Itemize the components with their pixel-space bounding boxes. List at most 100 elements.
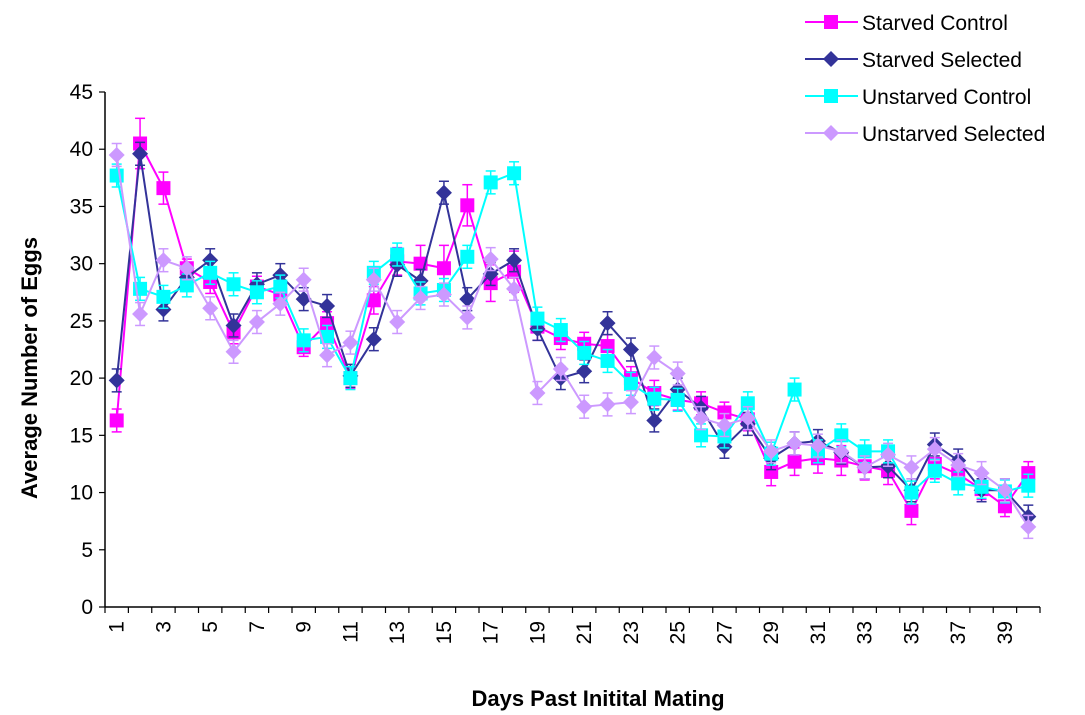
x-tick-label: 11	[339, 621, 362, 643]
x-tick-label: 33	[854, 621, 877, 644]
data-point	[295, 271, 312, 288]
data-point	[647, 391, 662, 406]
data-point	[342, 334, 359, 351]
data-point	[225, 317, 242, 334]
x-tick-label: 35	[900, 621, 923, 644]
x-tick-label: 9	[293, 621, 316, 633]
data-point	[156, 289, 171, 304]
data-point	[248, 314, 265, 331]
data-point	[459, 291, 476, 308]
data-point	[646, 412, 663, 429]
data-point	[530, 311, 545, 326]
data-point	[108, 372, 125, 389]
x-tick-label: 29	[760, 621, 783, 644]
data-point	[646, 349, 663, 366]
legend-marker	[823, 125, 839, 141]
data-point	[834, 428, 849, 443]
data-point	[482, 251, 499, 268]
data-point	[155, 252, 172, 269]
data-point	[156, 181, 171, 196]
data-point	[622, 341, 639, 358]
data-point	[623, 376, 638, 391]
y-tick-label: 20	[70, 367, 93, 390]
legend-marker	[823, 51, 839, 67]
legend-item: Unstarved Control	[805, 86, 1031, 109]
data-point	[903, 459, 920, 476]
data-point	[669, 365, 686, 382]
data-point	[435, 286, 452, 303]
data-point	[155, 301, 172, 318]
x-tick-label: 7	[246, 621, 269, 633]
x-tick-label: 1	[106, 621, 129, 633]
x-tick-label: 13	[386, 621, 409, 644]
data-point	[974, 479, 989, 494]
data-point	[809, 437, 826, 454]
data-point	[389, 314, 406, 331]
x-tick-label: 25	[667, 621, 690, 644]
data-point	[272, 295, 289, 312]
plot-area	[108, 117, 1037, 540]
data-point	[950, 457, 967, 474]
legend-item: Unstarved Selected	[805, 123, 1045, 146]
data-point	[576, 363, 593, 380]
data-point	[320, 329, 335, 344]
data-point	[319, 298, 336, 315]
legend-item: Starved Selected	[805, 49, 1022, 72]
data-point	[390, 247, 405, 262]
legend-item: Starved Control	[805, 12, 1008, 35]
series-line	[115, 171, 1029, 495]
data-point	[179, 278, 194, 293]
data-point	[787, 382, 802, 397]
data-point	[927, 463, 942, 478]
x-axis-ticks: 1 3 5 7 9 11 13 15 17 19 21 23 25 27 29 31 33 35 37 39	[104, 607, 1041, 644]
data-point	[109, 413, 124, 428]
y-tick-label: 25	[70, 310, 93, 333]
chart-axes	[104, 92, 1040, 608]
x-tick-label: 15	[433, 621, 456, 644]
data-point	[600, 353, 615, 368]
x-tick-label: 21	[573, 621, 596, 644]
y-axis-title: Average Number of Eggs	[17, 237, 42, 499]
data-point	[880, 446, 897, 463]
data-point	[951, 476, 966, 491]
data-point	[763, 443, 780, 460]
data-point	[787, 454, 802, 469]
data-point	[577, 345, 592, 360]
legend-label: Starved Control	[862, 12, 1008, 35]
data-point	[507, 166, 522, 181]
x-tick-label: 5	[199, 621, 222, 633]
data-point	[109, 168, 124, 183]
data-point	[552, 360, 569, 377]
y-tick-label: 35	[70, 195, 93, 218]
data-point	[202, 252, 219, 269]
data-point	[553, 323, 568, 338]
data-point	[599, 315, 616, 332]
data-point	[296, 333, 311, 348]
data-point	[108, 146, 125, 163]
x-tick-label: 37	[947, 621, 970, 644]
data-point	[599, 396, 616, 413]
data-point	[365, 271, 382, 288]
y-tick-label: 45	[70, 81, 93, 104]
y-tick-label: 0	[81, 596, 93, 619]
data-point	[249, 285, 264, 300]
data-point	[833, 443, 850, 460]
data-point	[320, 316, 335, 331]
x-tick-label: 31	[807, 621, 830, 644]
data-point	[856, 459, 873, 476]
data-point	[483, 175, 498, 190]
y-tick-label: 30	[70, 253, 93, 276]
data-point	[365, 331, 382, 348]
data-point	[225, 343, 242, 360]
data-point	[412, 290, 429, 306]
data-point	[786, 435, 803, 452]
legend-marker	[824, 15, 838, 29]
y-tick-label: 10	[70, 482, 93, 505]
x-tick-label: 27	[713, 621, 736, 644]
data-point	[459, 309, 476, 326]
y-tick-label: 40	[70, 138, 93, 161]
legend-label: Starved Selected	[862, 49, 1022, 72]
x-tick-label: 19	[526, 621, 549, 644]
x-tick-label: 39	[994, 621, 1017, 644]
data-point	[926, 441, 943, 458]
